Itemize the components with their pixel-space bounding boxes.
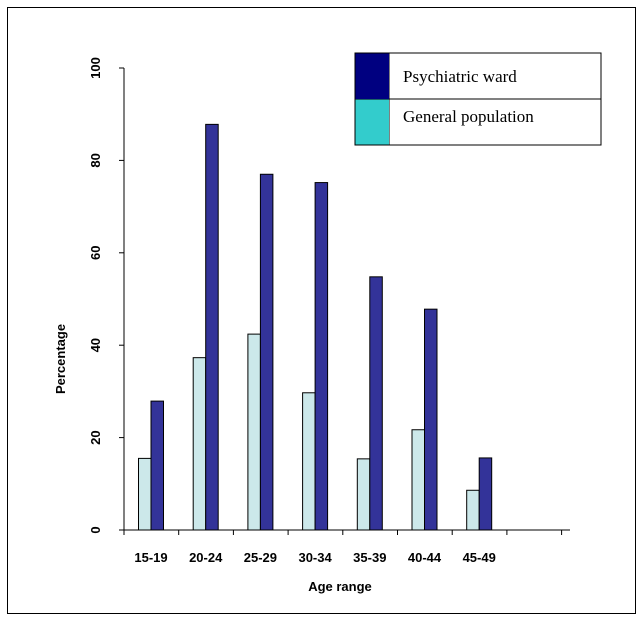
- y-tick-label: 60: [88, 246, 103, 260]
- bar-general-population-20-24: [192, 357, 207, 531]
- bar-general-population-15-19: [138, 457, 152, 531]
- x-tick-label: 45-49: [463, 550, 496, 565]
- y-tick-label: 100: [88, 57, 103, 79]
- x-axis-label: Age range: [308, 579, 372, 594]
- legend-label-general: General population: [403, 107, 534, 126]
- bar-general-population-35-39: [356, 458, 371, 531]
- x-tick-label: 30-34: [298, 550, 332, 565]
- legend-label-psychiatric: Psychiatric ward: [403, 67, 517, 86]
- bar-psychiatric-ward-45-49: [478, 457, 493, 531]
- x-tick-label: 20-24: [189, 550, 223, 565]
- bar-general-population-45-49: [466, 489, 480, 531]
- y-tick-label: 80: [88, 153, 103, 167]
- y-tick-label: 20: [88, 430, 103, 444]
- bar-psychiatric-ward-25-29: [259, 173, 274, 531]
- bar-general-population-30-34: [302, 392, 316, 531]
- y-tick-label: 40: [88, 338, 103, 352]
- x-tick-label: 35-39: [353, 550, 386, 565]
- legend: Psychiatric ward General population: [354, 52, 602, 146]
- bar-psychiatric-ward-20-24: [205, 123, 219, 531]
- bar-general-population-40-44: [411, 429, 425, 531]
- legend-swatch-general: [355, 99, 389, 145]
- bar-psychiatric-ward-30-34: [314, 182, 329, 531]
- bar-psychiatric-ward-15-19: [150, 400, 164, 531]
- y-tick-label: 0: [88, 526, 103, 533]
- x-tick-label: 25-29: [244, 550, 277, 565]
- bar-psychiatric-ward-40-44: [424, 308, 438, 531]
- y-axis-label: Percentage: [53, 324, 68, 394]
- bar-psychiatric-ward-35-39: [369, 276, 383, 531]
- bar-general-population-25-29: [247, 333, 261, 531]
- x-tick-label: 40-44: [408, 550, 442, 565]
- x-tick-label: 15-19: [134, 550, 167, 565]
- legend-swatch-psychiatric: [355, 53, 389, 99]
